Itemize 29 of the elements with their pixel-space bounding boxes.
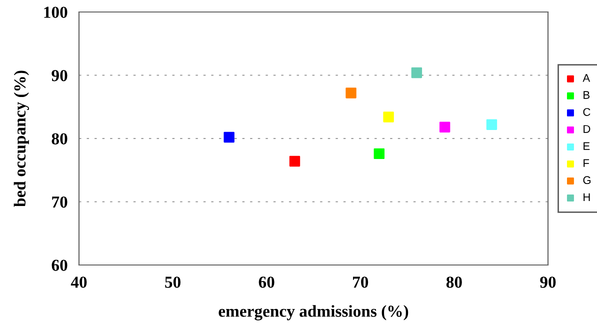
legend-label: F: [584, 159, 590, 167]
y-tick-label: 100: [44, 6, 68, 18]
point: [411, 67, 422, 78]
legend-label: H: [584, 193, 590, 201]
x-tick-label: 40: [70, 276, 87, 288]
point: [383, 112, 394, 122]
point: [289, 156, 300, 167]
y-tick-label: 60: [52, 260, 68, 271]
x-tick-label: 80: [446, 276, 462, 288]
legend-label: B: [584, 91, 590, 99]
legend-label: E: [584, 142, 590, 150]
point: [346, 88, 356, 98]
x-tick-label: 90: [540, 276, 556, 288]
legend-label: C: [583, 108, 590, 116]
y-tick-label: 70: [52, 196, 68, 208]
legend-label: D: [584, 125, 590, 133]
y-tick-label: 80: [52, 133, 68, 144]
point: [486, 119, 498, 130]
legend-label: G: [583, 176, 591, 184]
x-tick-label: 70: [353, 276, 368, 288]
legend-label: A: [582, 74, 590, 82]
y-tick-label: 90: [52, 70, 68, 82]
x-tick-label: 50: [165, 276, 180, 288]
point: [374, 148, 385, 160]
y-axis-title: bed occupancy (%): [14, 70, 29, 207]
x-axis-title: emergency admissions (%): [218, 305, 408, 320]
x-tick-label: 60: [258, 276, 274, 288]
point: [224, 132, 234, 143]
point: [439, 122, 450, 132]
